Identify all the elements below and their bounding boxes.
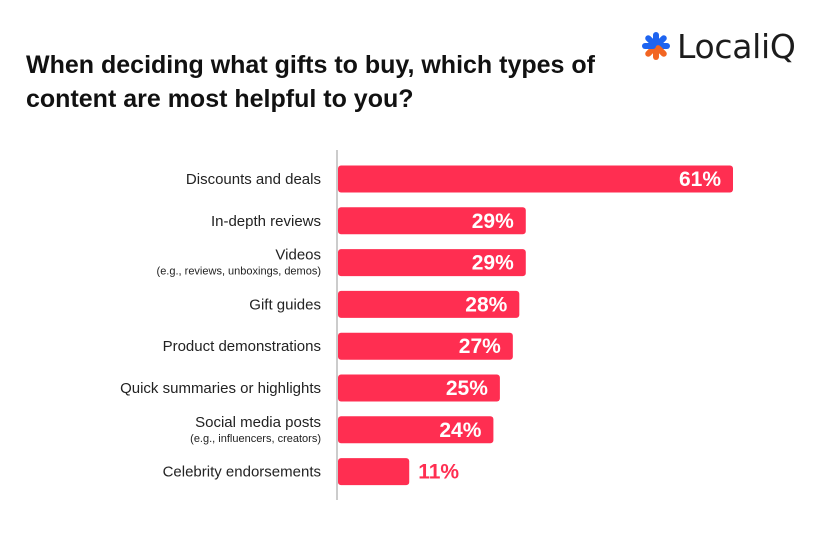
category-label: Social media posts [195, 414, 321, 431]
value-label: 28% [465, 293, 507, 316]
localiq-asterisk-icon [642, 32, 670, 60]
value-label: 27% [459, 335, 501, 358]
value-label: 29% [472, 252, 514, 275]
logo-arm [645, 35, 657, 47]
value-label: 25% [446, 377, 488, 400]
brand-name: LocaliQ [677, 26, 796, 66]
bar [338, 207, 526, 235]
category-label: Videos [275, 247, 321, 264]
category-label: Product demonstrations [163, 338, 321, 355]
bar [338, 332, 513, 360]
chart-title: When deciding what gifts to buy, which t… [26, 51, 595, 113]
brand-logo: LocaliQ [641, 26, 796, 66]
category-label: Celebrity endorsements [163, 464, 321, 481]
category-sublabel: (e.g., reviews, unboxings, demos) [157, 266, 321, 278]
bar [338, 249, 526, 277]
category-sublabel: (e.g., influencers, creators) [190, 433, 321, 445]
bar [338, 290, 520, 318]
category-label: Discounts and deals [186, 171, 321, 188]
category-label: Quick summaries or highlights [120, 380, 321, 397]
category-label: In-depth reviews [211, 213, 321, 230]
value-label: 61% [679, 168, 721, 191]
value-label: 11% [418, 461, 459, 484]
value-label: 29% [472, 210, 514, 233]
value-label: 24% [439, 419, 481, 442]
category-label: Gift guides [249, 296, 321, 313]
bar [338, 458, 410, 486]
bar [338, 416, 494, 444]
bar [338, 374, 500, 402]
bar [338, 165, 733, 193]
